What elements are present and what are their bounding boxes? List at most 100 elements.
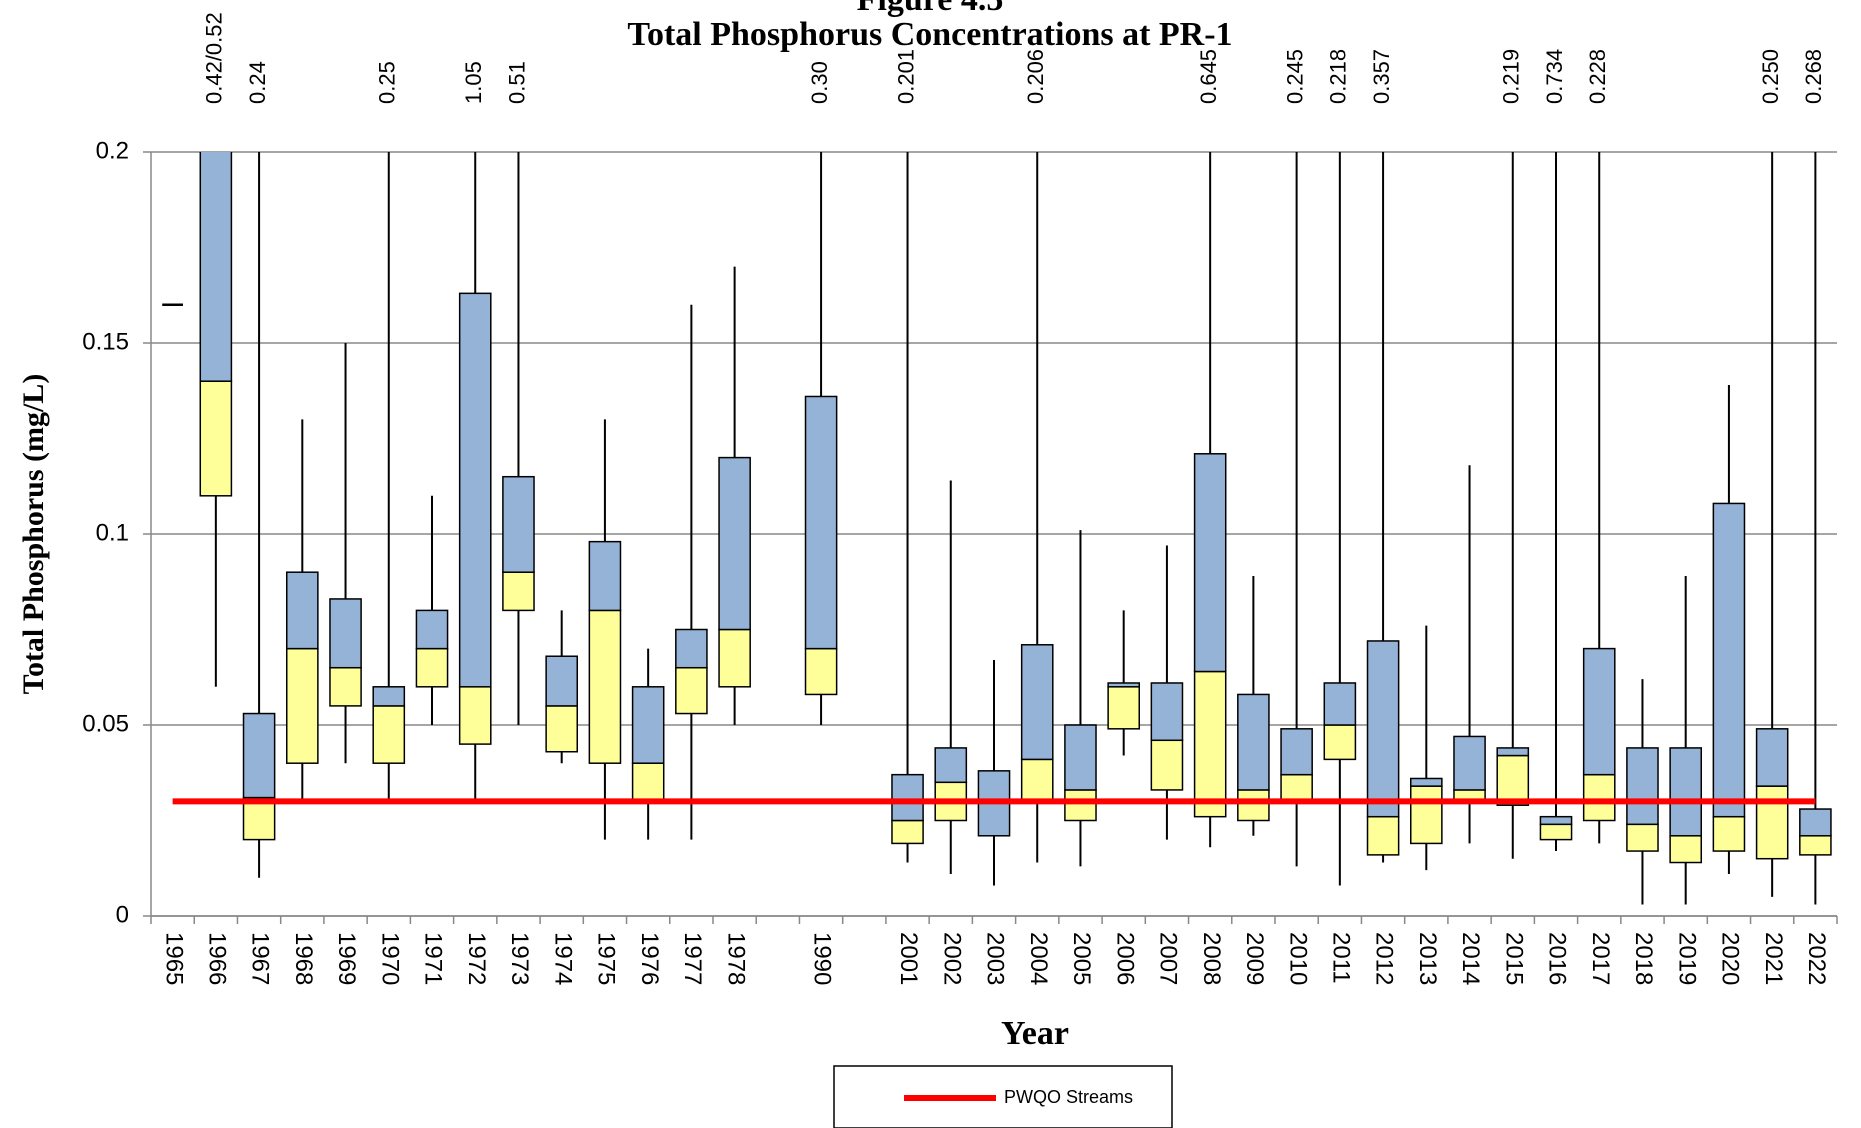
x-tick-label: 2012 xyxy=(1371,932,1398,985)
box-upper xyxy=(458,292,492,688)
x-tick-label: 2006 xyxy=(1111,932,1138,985)
max-label: 0.645 xyxy=(1196,49,1221,104)
x-tick-label: 1965 xyxy=(160,932,187,985)
max-label: 0.51 xyxy=(504,61,529,104)
box-lower xyxy=(372,705,406,764)
x-tick-label: 2008 xyxy=(1198,932,1225,985)
y-tick-label: 0 xyxy=(116,901,129,928)
box-upper xyxy=(1107,682,1141,688)
x-tick-label: 2002 xyxy=(938,932,965,985)
chart-subtitle: Total Phosphorus Concentrations at PR-1 xyxy=(627,16,1232,53)
box-lower xyxy=(1496,754,1530,806)
box-upper xyxy=(242,712,276,799)
x-tick-label: 1978 xyxy=(722,932,749,985)
box-upper xyxy=(1496,747,1530,757)
box-lower xyxy=(1237,789,1270,822)
box-lower xyxy=(1107,686,1141,730)
y-tick-label: 0.2 xyxy=(96,137,129,164)
x-tick-label: 2019 xyxy=(1673,932,1700,985)
x-tick-label: 2013 xyxy=(1414,932,1441,985)
box-upper xyxy=(631,686,665,764)
box-lower xyxy=(1799,835,1832,856)
x-tick-label: 2003 xyxy=(982,932,1009,985)
box-lower xyxy=(458,686,492,745)
y-tick-label: 0.05 xyxy=(82,710,129,737)
box-lower xyxy=(891,819,924,845)
x-tick-label: 2018 xyxy=(1630,932,1657,985)
box-upper xyxy=(285,571,319,650)
x-tick-label: 1990 xyxy=(809,932,836,985)
box-lower xyxy=(1669,835,1703,864)
plot-area xyxy=(162,152,1832,905)
box-lower xyxy=(545,705,579,753)
box-upper xyxy=(1626,747,1659,826)
x-tick-label: 2005 xyxy=(1068,932,1095,985)
x-tick-label: 1967 xyxy=(247,932,274,985)
box-lower xyxy=(1539,823,1573,841)
x-tick-label: 2009 xyxy=(1241,932,1268,985)
box-lower xyxy=(1626,823,1659,852)
box-upper xyxy=(1799,808,1832,837)
box-lower xyxy=(1064,789,1097,822)
box-lower xyxy=(1020,758,1054,803)
box-upper xyxy=(329,598,362,669)
max-label: 0.357 xyxy=(1369,49,1394,104)
max-label: 0.219 xyxy=(1499,49,1524,104)
box-lower xyxy=(588,609,622,764)
y-tick-label: 0.1 xyxy=(96,519,129,546)
x-tick-label: 2011 xyxy=(1328,932,1355,984)
x-tick-label: 1970 xyxy=(376,932,403,985)
max-label: 0.42/0.52 xyxy=(202,12,227,104)
max-label: 0.206 xyxy=(1023,49,1048,104)
box-upper xyxy=(675,628,708,669)
box-upper xyxy=(718,456,751,631)
x-tick-label: 2022 xyxy=(1803,932,1830,985)
box-upper xyxy=(1193,453,1227,673)
box-upper xyxy=(1755,728,1789,787)
box-upper xyxy=(1582,647,1616,776)
max-label: 0.245 xyxy=(1282,49,1307,104)
legend-box xyxy=(833,1065,1173,1128)
box-upper xyxy=(545,655,579,707)
chart-title: Figure 4.5 xyxy=(857,0,1004,18)
max-label: 0.25 xyxy=(375,61,400,104)
box-upper xyxy=(804,395,838,650)
x-tick-label: 1968 xyxy=(290,932,317,985)
x-tick-label: 1974 xyxy=(549,932,576,985)
x-tick-label: 1975 xyxy=(593,932,620,985)
max-label: 0.250 xyxy=(1758,49,1783,104)
box-upper xyxy=(1453,735,1486,791)
x-tick-label: 1966 xyxy=(204,932,231,985)
box-lower xyxy=(1280,773,1313,803)
x-tick-label: 1976 xyxy=(636,932,663,985)
x-tick-label: 2015 xyxy=(1500,932,1527,985)
box-lower xyxy=(1193,670,1227,818)
box-lower xyxy=(285,647,319,764)
box-lower xyxy=(415,647,449,688)
box-upper xyxy=(199,152,233,382)
box-lower xyxy=(675,666,708,715)
box-lower xyxy=(718,628,751,688)
box-upper xyxy=(1020,644,1054,761)
box-lower xyxy=(631,762,665,803)
box-lower xyxy=(1323,724,1357,761)
x-tick-label: 2001 xyxy=(895,932,922,985)
box-lower xyxy=(1409,785,1443,845)
max-label: 0.30 xyxy=(807,61,832,104)
x-tick-label: 1972 xyxy=(463,932,490,985)
x-tick-label: 2004 xyxy=(1025,932,1052,985)
max-label: 0.24 xyxy=(245,61,270,104)
x-tick-label: 2010 xyxy=(1284,932,1311,985)
box-upper xyxy=(1323,682,1357,726)
y-tick-label: 0.15 xyxy=(82,328,129,355)
x-tick-label: 2021 xyxy=(1760,932,1787,985)
box-upper xyxy=(891,773,924,822)
box-upper xyxy=(415,609,449,650)
x-tick-label: 2017 xyxy=(1587,932,1614,985)
box-lower xyxy=(1150,739,1184,791)
box-upper xyxy=(1539,815,1573,826)
x-tick-label: 1971 xyxy=(420,932,447,985)
box-upper xyxy=(1409,777,1443,787)
box-lower xyxy=(242,796,276,841)
